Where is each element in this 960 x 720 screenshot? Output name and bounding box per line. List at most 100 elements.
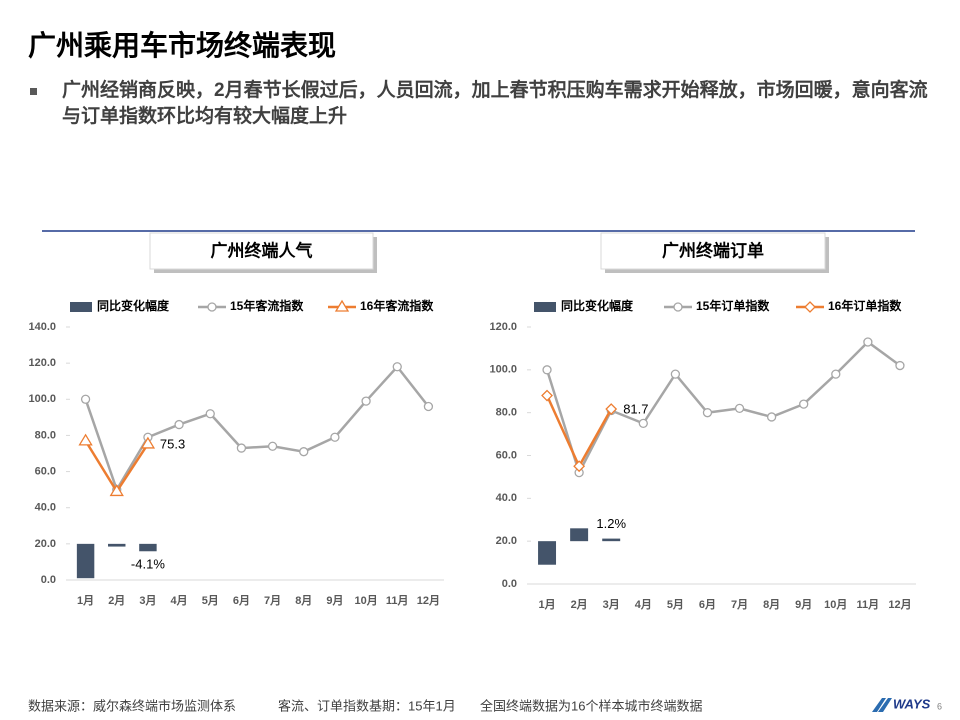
marker: [78, 433, 93, 446]
y-tick-label: 40.0: [496, 492, 517, 504]
x-tick-label: 6月: [233, 594, 250, 607]
marker: [831, 369, 841, 379]
y-tick-label: 80.0: [35, 429, 56, 441]
x-tick-label: 10月: [354, 594, 377, 607]
y-tick-label: 60.0: [496, 449, 517, 461]
x-tick-label: 7月: [731, 598, 748, 611]
marker: [334, 299, 350, 312]
marker: [80, 394, 91, 404]
logo: WAYS: [893, 696, 931, 711]
y-tick-label: 20.0: [35, 538, 56, 550]
marker: [330, 432, 340, 442]
marker: [734, 403, 745, 414]
marker: [673, 302, 683, 312]
marker: [109, 484, 124, 497]
page-number: 6: [937, 701, 942, 711]
legend-swatch: [70, 302, 92, 312]
data-label: 1.2%: [596, 516, 626, 531]
x-tick-label: 7月: [264, 594, 281, 607]
marker: [236, 443, 247, 453]
x-tick-label: 10月: [824, 598, 847, 611]
y-tick-label: 100.0: [489, 364, 517, 376]
bullet-text: 广州经销商反映，2月春节长假过后，人员回流，加上春节积压购车需求开始释放，市场回…: [62, 80, 928, 127]
marker: [423, 401, 434, 412]
line: [84, 364, 430, 493]
x-tick-label: 12月: [888, 598, 911, 611]
legend-label: 15年客流指数: [230, 298, 304, 313]
bar: [570, 528, 589, 542]
legend-swatch: [534, 302, 556, 312]
bar: [108, 543, 126, 547]
y-tick-label: 0.0: [502, 578, 517, 590]
chart-title: 广州终端人气: [211, 240, 313, 260]
y-tick-label: 0.0: [41, 574, 56, 586]
marker: [542, 365, 552, 375]
data-label: -4.1%: [131, 557, 165, 572]
legend-label: 15年订单指数: [696, 298, 770, 313]
legend-label: 同比变化幅度: [561, 298, 634, 313]
marker: [799, 399, 809, 409]
x-tick-label: 2月: [108, 594, 125, 607]
marker: [605, 403, 618, 415]
data-label: 81.7: [623, 401, 648, 416]
x-tick-label: 8月: [295, 594, 312, 607]
slide-title: 广州乘用车市场终端表现: [28, 30, 337, 61]
marker: [392, 362, 402, 372]
bar: [76, 543, 95, 579]
marker: [140, 436, 156, 449]
y-tick-label: 60.0: [35, 465, 56, 477]
marker: [207, 302, 217, 312]
marker: [863, 337, 873, 347]
marker: [174, 419, 184, 430]
marker: [573, 460, 586, 473]
x-tick-label: 11月: [857, 598, 880, 611]
marker: [804, 301, 816, 313]
y-tick-label: 20.0: [496, 535, 517, 547]
y-tick-label: 40.0: [35, 502, 56, 514]
marker: [299, 447, 309, 457]
x-tick-label: 1月: [538, 598, 555, 611]
marker: [541, 389, 553, 402]
x-tick-label: 2月: [571, 598, 588, 611]
bar: [538, 541, 557, 565]
bar: [602, 538, 621, 542]
x-tick-label: 9月: [795, 598, 812, 611]
y-tick-label: 120.0: [489, 321, 517, 333]
footer-text: 全国终端数据为16个样本城市终端数据: [480, 698, 702, 713]
footer-text: 客流、订单指数基期：15年1月: [278, 698, 456, 713]
marker: [267, 441, 278, 451]
logo-icon: [872, 698, 892, 712]
y-tick-label: 140.0: [28, 321, 56, 333]
x-tick-label: 4月: [635, 598, 652, 611]
x-tick-label: 3月: [139, 594, 156, 607]
x-tick-label: 11月: [386, 594, 409, 607]
footer-text: 数据来源：威尔森终端市场监测体系: [28, 698, 236, 713]
marker: [205, 409, 215, 419]
y-tick-label: 120.0: [28, 357, 56, 369]
bar: [139, 543, 157, 552]
x-tick-label: 12月: [417, 594, 440, 607]
marker: [766, 412, 777, 422]
x-tick-label: 1月: [77, 594, 94, 607]
x-tick-label: 3月: [603, 598, 620, 611]
x-tick-label: 8月: [763, 598, 780, 611]
legend-label: 16年订单指数: [828, 298, 902, 313]
chart-title-box: [149, 232, 374, 270]
marker: [702, 408, 713, 418]
marker: [361, 396, 371, 406]
legend-label: 同比变化幅度: [97, 298, 170, 313]
x-tick-label: 9月: [326, 594, 343, 607]
chart-title-box: [600, 232, 826, 270]
y-tick-label: 80.0: [496, 407, 517, 419]
x-tick-label: 5月: [667, 598, 684, 611]
marker: [638, 418, 648, 429]
line: [84, 440, 149, 494]
y-tick-label: 100.0: [28, 393, 56, 405]
x-tick-label: 6月: [699, 598, 716, 611]
marker: [670, 369, 681, 379]
legend-label: 16年客流指数: [360, 298, 434, 313]
x-tick-label: 4月: [171, 594, 188, 607]
data-label: 75.3: [160, 436, 185, 451]
